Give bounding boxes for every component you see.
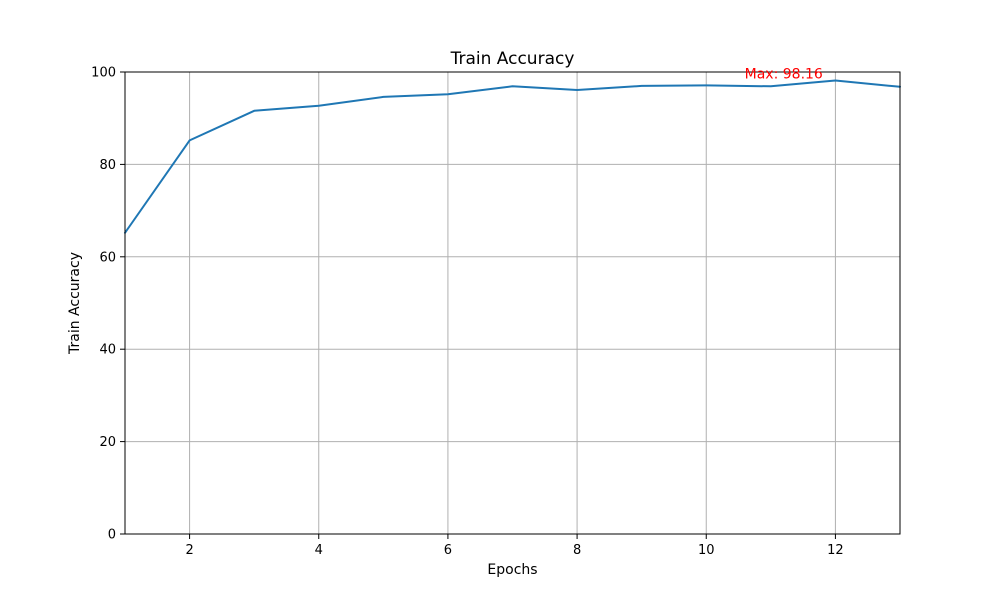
x-tick-label: 2 — [185, 543, 193, 558]
x-tick-label: 4 — [315, 543, 323, 558]
axis-ticks: 2 4 6 8 10 12 0 20 40 60 80 100 — [91, 66, 844, 559]
y-tick-label: 40 — [99, 343, 116, 358]
x-tick-label: 6 — [444, 543, 452, 558]
x-tick-label: 10 — [698, 543, 715, 558]
series-line — [124, 79, 901, 234]
x-tick-label: 8 — [573, 543, 581, 558]
series-layer — [124, 79, 901, 234]
grid-lines — [125, 71, 900, 535]
x-axis-label: Epochs — [487, 562, 537, 578]
chart-title: Train Accuracy — [450, 49, 575, 69]
y-tick-label: 0 — [108, 528, 116, 543]
y-tick-label: 60 — [99, 250, 116, 265]
plot-area-frame — [124, 71, 901, 535]
annotation-layer: Max: 98.16 — [745, 67, 823, 83]
max-annotation: Max: 98.16 — [745, 67, 823, 83]
y-tick-label: 20 — [99, 435, 116, 450]
y-axis-label: Train Accuracy — [67, 252, 83, 355]
y-tick-label: 100 — [91, 66, 116, 81]
x-tick-label: 12 — [827, 543, 844, 558]
y-tick-label: 80 — [99, 158, 116, 173]
